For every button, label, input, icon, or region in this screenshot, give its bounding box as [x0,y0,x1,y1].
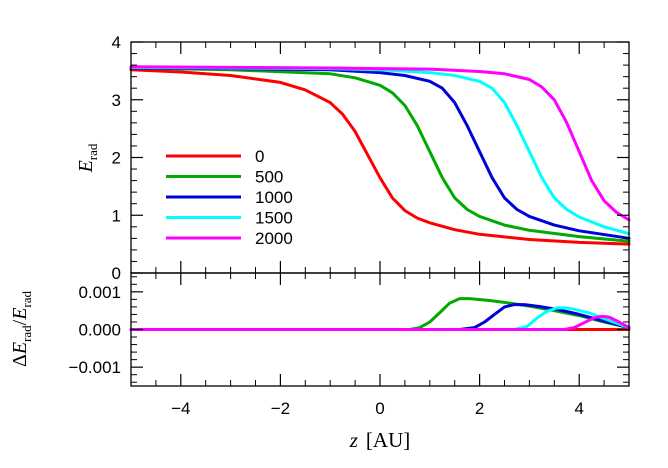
bottom-y-axis-label: ΔErad/Erad [9,290,34,367]
top-y-label-main: E [75,160,97,173]
bottom-series-line-1000 [129,303,631,331]
bottom-y-label-main: E [9,342,31,355]
top-y-tick-label: 1 [112,206,121,225]
top-series-line-0 [129,68,631,246]
legend-label-2000: 2000 [255,229,293,248]
legend-label-1000: 1000 [255,188,293,207]
top-y-tick-label: 3 [112,91,121,110]
top-series-line-500 [129,66,631,243]
top-y-tick-label: 0 [112,264,121,283]
bottom-series-line-2000 [129,314,631,331]
x-tick-label: −4 [171,399,190,418]
x-tick-label: 0 [375,399,384,418]
top-series-line-2000 [129,65,631,222]
bottom-y-label-sep: / [9,319,31,325]
bottom-y-label-sub2: rad [19,290,34,307]
legend-label-0: 0 [255,147,264,166]
bottom-ticks [130,273,630,386]
bottom-y-tick-labels: 0.001 0.000 −0.001 [69,283,121,377]
bottom-series-line-1500 [129,306,631,331]
top-ticks [130,41,630,274]
legend-label-500: 500 [255,168,283,187]
top-y-tick-label: 4 [112,33,121,52]
bottom-y-tick-label: 0.000 [78,321,121,340]
x-tick-label: 4 [574,399,583,418]
x-tick-labels: −4 −2 0 2 4 [171,399,584,418]
bottom-y-label-sub: rad [19,325,34,342]
top-y-tick-labels: 0 1 2 3 4 [112,33,121,283]
x-tick-label: −2 [271,399,290,418]
x-label-unit: [AU] [366,428,410,452]
top-y-tick-label: 2 [112,149,121,168]
top-series-lines [129,65,631,246]
x-axis-label: z [AU] [349,428,411,452]
top-y-label-sub: rad [85,143,100,160]
bottom-series-line-500 [129,297,631,331]
x-label-main: z [349,428,358,452]
bottom-y-label-delta: Δ [9,354,31,367]
bottom-series-lines [129,297,631,331]
bottom-y-tick-label: 0.001 [78,283,121,302]
top-series-line-1500 [129,65,631,236]
x-tick-label: 2 [475,399,484,418]
bottom-y-label-main2: E [9,308,31,321]
bottom-y-tick-label: −0.001 [69,358,121,377]
top-y-axis-label: Erad [75,143,100,173]
top-series-line-1000 [129,66,631,240]
legend-label-1500: 1500 [255,209,293,228]
